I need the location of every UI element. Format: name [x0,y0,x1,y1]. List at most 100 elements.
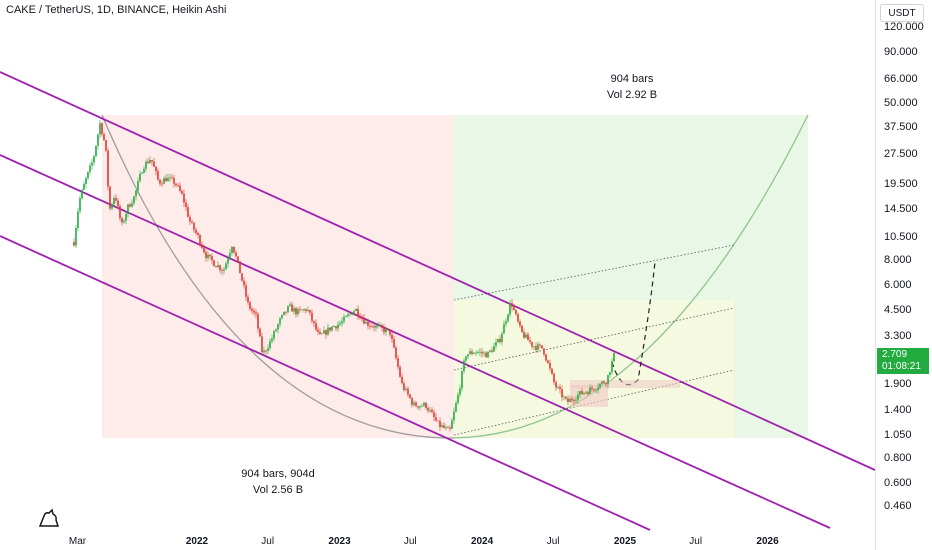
candle-body [585,392,587,394]
candle-body [301,309,303,311]
future-bars-count: 904 bars [610,73,654,85]
price-chart-plot[interactable] [0,0,875,550]
candle-body [281,314,283,319]
support-zone-line [570,380,680,388]
candle-body [557,387,559,388]
candle-body [251,308,253,311]
candle-body [509,303,511,315]
candle-body [227,258,229,264]
tradingview-logo-icon [38,508,60,527]
candle-body [157,171,159,180]
candle-body [293,308,295,312]
candle-body [365,321,367,324]
time-tick-label: 2023 [328,536,351,547]
candle-body [285,311,287,313]
price-tick-label: 90.000 [884,46,918,59]
candle-body [401,376,403,384]
candle-body [183,193,185,203]
candle-body [113,198,115,205]
candle-body [463,360,465,372]
price-tick-label: 3.300 [884,330,912,343]
candle-body [105,140,107,151]
candle-body [459,388,461,395]
candle-body [311,312,313,321]
candle-body [499,338,501,343]
candle-body [267,348,269,351]
candle-body [453,411,455,421]
candle-body [295,308,297,315]
candle-body [569,398,571,402]
candle-body [173,177,175,184]
current-price-value: 2.709 [882,349,908,360]
candle-body [159,179,161,184]
candle-body [255,312,257,315]
price-tick-label: 10.500 [884,230,918,243]
candle-body [167,177,169,182]
candle-body [121,218,123,223]
candle-body [589,387,591,394]
candle-body [521,325,523,333]
price-axis[interactable] [875,0,932,550]
candle-body [307,309,309,311]
candle-body [323,330,325,334]
candle-body [595,389,597,391]
candle-body [249,302,251,309]
candle-body [229,252,231,259]
candle-body [489,350,491,352]
price-tick-label: 0.460 [884,499,912,512]
candle-body [127,204,129,215]
time-tick-label: Jul [689,536,703,547]
candle-body [169,177,171,179]
time-tick-label: Jul [261,536,275,547]
candle-body [211,256,213,261]
candle-body [271,338,273,342]
candle-body [399,367,401,377]
parabolic-curve-left [101,114,455,439]
candle-body [297,309,299,315]
candle-body [603,381,605,384]
candle-body [357,308,359,316]
candle-body [233,246,235,253]
candle-body [487,351,489,358]
candle-body [533,346,535,348]
candle-body [117,200,119,207]
candle-body [201,244,203,248]
candle-body [87,171,89,179]
candle-body [475,352,477,354]
candle-body [269,341,271,349]
chart-title: CAKE / TetherUS, 1D, BINANCE, Heikin Ash… [6,4,227,16]
candle-body [447,427,449,429]
future-bars-annotation: 904 bars Vol 2.92 B [607,71,657,103]
candle-body [451,420,453,429]
candle-body [481,351,483,354]
candle-body [327,327,329,335]
candle-body [409,394,411,399]
candle-body [397,358,399,368]
price-tick-label: 66.000 [884,72,918,85]
candle-body [103,134,105,141]
candle-body [467,354,469,357]
candle-body [179,185,181,191]
parabolic-curve-right [453,114,809,439]
candle-body [613,352,615,362]
candle-body [231,246,233,253]
candle-body [429,409,431,411]
time-tick-label: 2024 [470,536,494,547]
candle-body [147,161,149,164]
candle-body [317,329,319,332]
candle-body [165,178,167,182]
candle-body [417,406,419,408]
candle-body [349,313,351,315]
candle-body [353,310,355,315]
price-tick-label: 1.900 [884,377,912,390]
candle-body [593,389,595,391]
candle-body [543,348,545,355]
candle-body [545,354,547,361]
candle-body [471,351,473,354]
candle-body [539,344,541,346]
countdown-timer: 01:08:21 [882,361,921,372]
currency-button[interactable]: USDT [880,4,924,22]
candle-body [469,351,471,355]
candle-body [373,326,375,328]
candle-body [523,332,525,338]
